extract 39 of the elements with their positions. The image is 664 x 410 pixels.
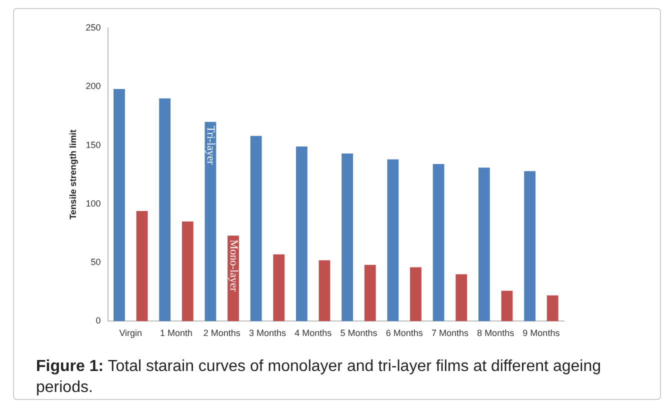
bar (432, 164, 444, 322)
bar (456, 274, 468, 322)
bar (114, 88, 125, 322)
series-label: Mono-layer (227, 240, 240, 292)
x-tick-label: 6 Months (386, 328, 424, 338)
x-tick-label: 1 Month (160, 328, 193, 338)
bar (273, 254, 285, 322)
bar (387, 159, 399, 322)
bar (296, 146, 308, 322)
x-tick-label: 9 Months (522, 328, 560, 338)
caption: Figure 1: Total starain curves of monolayer and tri-layer films at different ageing periods. (36, 358, 601, 396)
bar (204, 122, 216, 322)
y-tick-label: 250 (86, 22, 101, 32)
bar (478, 168, 490, 322)
bar (342, 153, 354, 322)
y-tick-label: 0 (96, 316, 101, 326)
bar (136, 210, 148, 322)
x-tick-label: 3 Months (248, 328, 286, 338)
y-tick-label: 200 (86, 81, 101, 92)
y-tick-label: 100 (86, 198, 101, 208)
series-label: Tri-layer (204, 126, 217, 165)
y-axis-title: Tensile strength limit (68, 130, 78, 220)
bar (524, 171, 536, 322)
y-tick-label: 50 (90, 257, 101, 268)
x-tick-label: 4 Months (294, 328, 332, 338)
bar (410, 267, 422, 322)
bar (250, 136, 262, 322)
x-tick-label: 2 Months (203, 328, 241, 338)
bar (364, 264, 376, 322)
y-tick-label: 150 (86, 140, 101, 150)
bar (159, 98, 171, 322)
x-tick-label: 7 Months (431, 328, 469, 338)
x-tick-label: Virgin (119, 328, 142, 338)
bar (546, 295, 558, 322)
x-tick-label: 5 Months (340, 328, 378, 338)
bar (318, 260, 330, 322)
bar (501, 290, 513, 322)
x-tick-label: 8 Months (477, 328, 515, 338)
bar (182, 222, 194, 322)
